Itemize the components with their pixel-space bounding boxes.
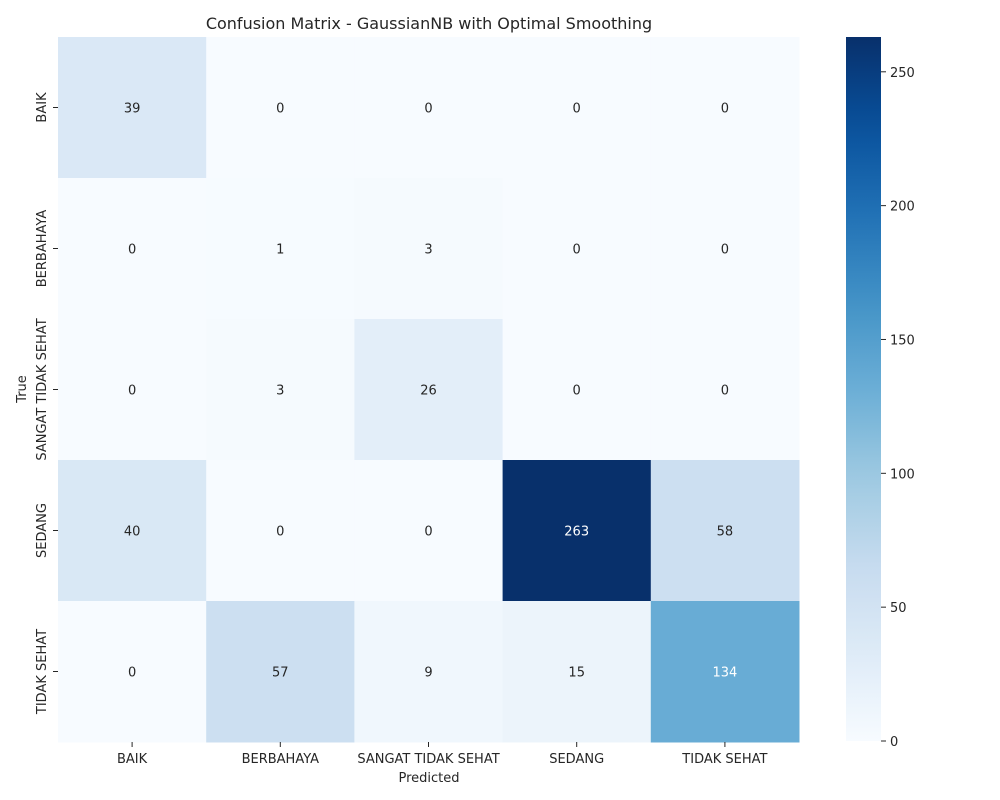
colorbar-tick-label: 0 xyxy=(890,735,898,750)
heatmap-cell xyxy=(58,319,207,461)
cell-value-label: 0 xyxy=(573,384,581,399)
cell-value-label: 1 xyxy=(276,243,284,258)
cell-value-label: 0 xyxy=(276,102,284,117)
heatmap-cell xyxy=(354,319,504,461)
cell-value-label: 9 xyxy=(424,666,432,681)
heatmap-cell xyxy=(58,601,207,743)
y-tick-label: BERBAHAYA xyxy=(35,210,50,288)
x-tick-label: BAIK xyxy=(117,752,148,767)
heatmap-cell xyxy=(58,460,207,602)
x-axis-ticks: BAIK BERBAHAYA SANGAT TIDAK SEHAT SEDANG TID… xyxy=(117,742,768,767)
cell-value-label: 0 xyxy=(128,384,136,399)
colorbar-gradient xyxy=(846,37,881,741)
cell-value-label: 0 xyxy=(424,525,432,540)
heatmap-cell xyxy=(354,601,504,743)
heatmap-cell xyxy=(354,460,504,602)
cell-value-label: 3 xyxy=(424,243,432,258)
heatmap-cell xyxy=(58,37,207,179)
heatmap-cell xyxy=(502,460,652,602)
cell-value-label: 57 xyxy=(272,666,289,681)
heatmap-cell xyxy=(650,178,800,320)
x-tick-label: BERBAHAYA xyxy=(242,752,320,767)
colorbar-tick-label: 50 xyxy=(890,601,907,616)
x-axis-label: Predicted xyxy=(398,771,459,786)
cell-value-label: 3 xyxy=(276,384,284,399)
colorbar: 0 50 100 150 200 250 xyxy=(846,37,915,750)
heatmap-cell xyxy=(206,178,355,320)
heatmap-cell xyxy=(206,601,355,743)
heatmap-cell xyxy=(354,178,504,320)
cell-value-label: 40 xyxy=(124,525,141,540)
colorbar-tick-label: 100 xyxy=(890,467,915,482)
colorbar-tick-label: 200 xyxy=(890,200,915,215)
heatmap-cell xyxy=(502,601,652,743)
heatmap-cell xyxy=(650,601,800,743)
cell-value-label: 15 xyxy=(568,666,585,681)
x-tick-label: TIDAK SEHAT xyxy=(681,752,767,767)
cell-value-label: 39 xyxy=(124,102,141,117)
y-tick-label: SANGAT TIDAK SEHAT xyxy=(35,318,50,460)
cell-value-label: 0 xyxy=(128,243,136,258)
cell-value-label: 0 xyxy=(573,102,581,117)
y-axis-ticks: BAIK BERBAHAYA SANGAT TIDAK SEHAT SEDANG TID… xyxy=(35,92,58,715)
colorbar-tick-label: 150 xyxy=(890,333,915,348)
chart-title: Confusion Matrix - GaussianNB with Optim… xyxy=(206,14,652,33)
cell-value-label: 0 xyxy=(721,384,729,399)
cell-value-label: 263 xyxy=(564,525,589,540)
cell-value-label: 26 xyxy=(420,384,437,399)
heatmap-cell xyxy=(650,460,800,602)
heatmap-cell xyxy=(650,37,800,179)
heatmap-cells: 39 0 0 0 0 0 1 3 0 0 0 3 26 0 0 40 0 0 263 58 0 57 9 15 134 xyxy=(58,37,800,743)
heatmap-cell xyxy=(58,178,207,320)
cell-value-label: 0 xyxy=(573,243,581,258)
y-tick-label: TIDAK SEHAT xyxy=(35,629,50,715)
heatmap-cell xyxy=(206,37,355,179)
heatmap-cell xyxy=(502,178,652,320)
heatmap-cell xyxy=(502,319,652,461)
cell-value-label: 0 xyxy=(424,102,432,117)
heatmap-cell xyxy=(206,460,355,602)
heatmap-cell xyxy=(354,37,504,179)
heatmap-cell xyxy=(502,37,652,179)
cell-value-label: 0 xyxy=(721,243,729,258)
heatmap-cell xyxy=(650,319,800,461)
y-tick-label: BAIK xyxy=(35,92,50,123)
cell-value-label: 0 xyxy=(721,102,729,117)
cell-value-label: 134 xyxy=(712,666,737,681)
heatmap-cell xyxy=(206,319,355,461)
colorbar-tick-label: 250 xyxy=(890,66,915,81)
cell-value-label: 0 xyxy=(276,525,284,540)
cell-value-label: 0 xyxy=(128,666,136,681)
cell-value-label: 58 xyxy=(717,525,734,540)
y-axis-label: True xyxy=(15,375,30,404)
y-tick-label: SEDANG xyxy=(35,503,50,558)
x-tick-label: SANGAT TIDAK SEHAT xyxy=(357,752,499,767)
x-tick-label: SEDANG xyxy=(549,752,604,767)
